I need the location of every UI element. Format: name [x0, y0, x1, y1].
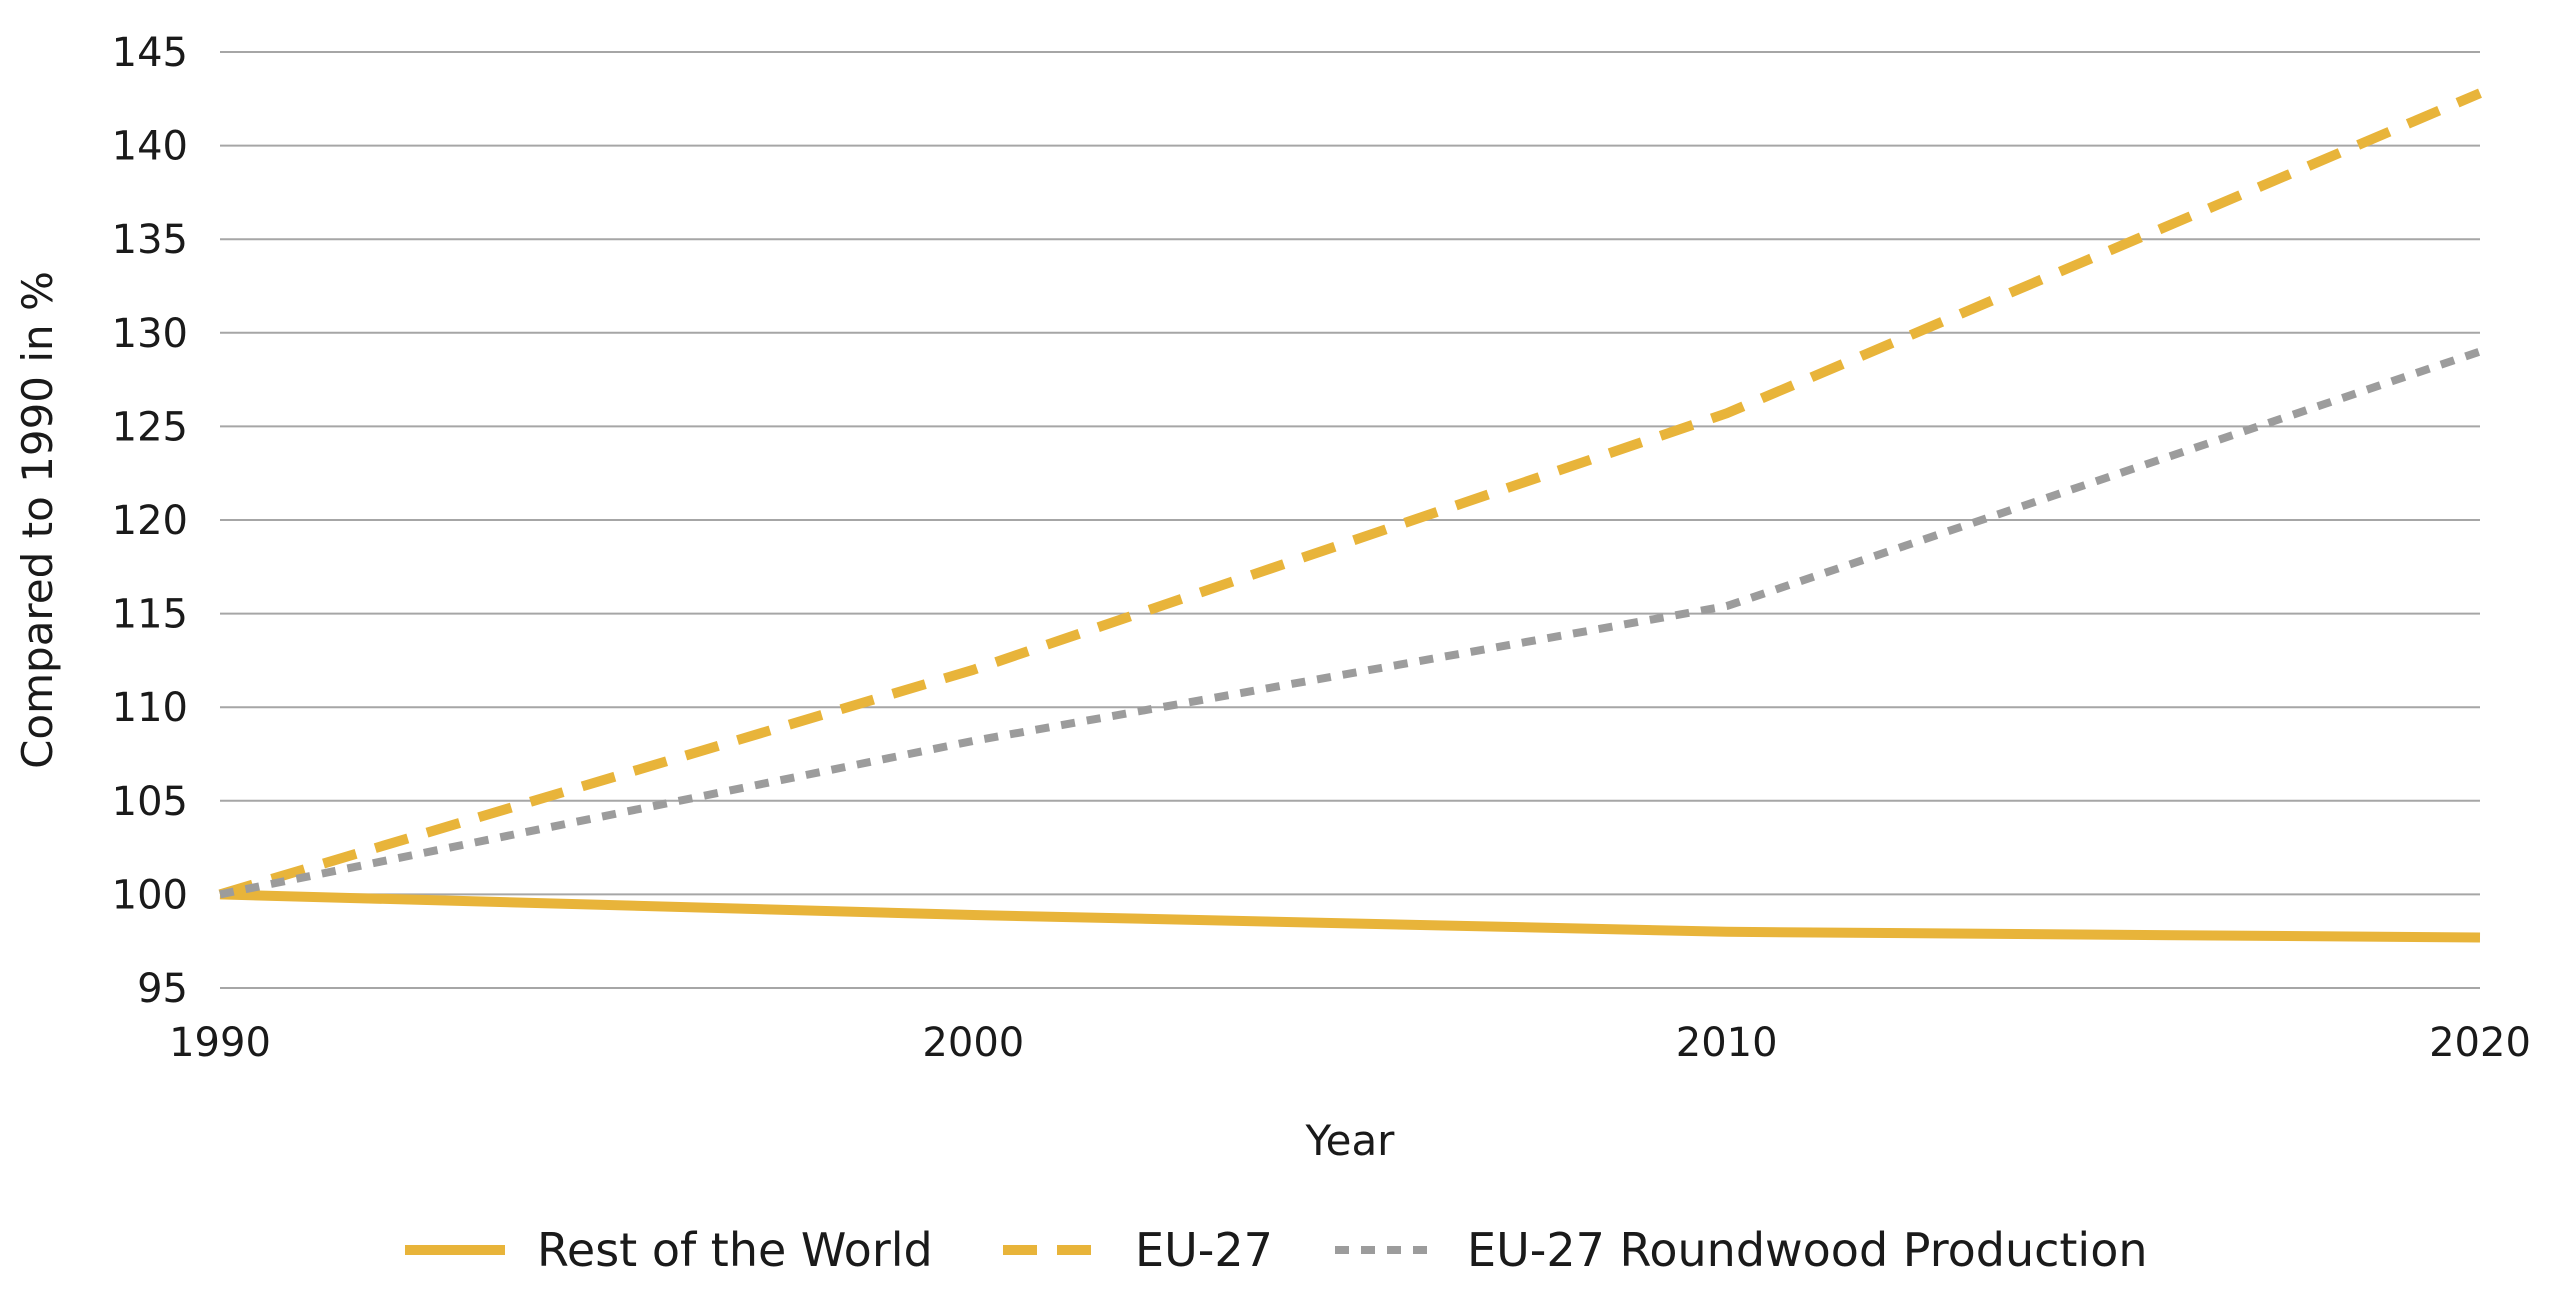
y-tick-label-110: 110: [112, 685, 188, 731]
series-line-rest-of-the-world: [219, 889, 2481, 943]
y-tick-label-120: 120: [112, 498, 188, 544]
y-tick-label-105: 105: [112, 779, 188, 825]
series-line-eu-27: [218, 88, 2482, 900]
grid-lines: [220, 51, 2480, 989]
series-line-eu-27-roundwood-production: [219, 347, 2482, 899]
y-tick-label-145: 145: [112, 30, 188, 76]
legend-label-rest-of-the-world: Rest of the World: [537, 1223, 933, 1277]
legend-label-eu-27: EU-27: [1135, 1223, 1273, 1277]
y-tick-label-95: 95: [137, 966, 188, 1012]
y-tick-label-125: 125: [112, 404, 188, 450]
legend-label-eu-27-roundwood-production: EU-27 Roundwood Production: [1467, 1223, 2148, 1277]
y-tick-label-140: 140: [112, 124, 188, 170]
y-tick-label-130: 130: [112, 311, 188, 357]
x-tick-label-2000: 2000: [922, 1020, 1024, 1066]
x-tick-label-2020: 2020: [2429, 1020, 2531, 1066]
x-tick-label-1990: 1990: [169, 1020, 271, 1066]
y-tick-label-115: 115: [112, 592, 188, 638]
x-axis-ticks: 1990 2000 2010 2020: [169, 1020, 2531, 1066]
y-tick-label-135: 135: [112, 217, 188, 263]
legend: Rest of the World EU-27 EU-27 Roundwood Pr…: [405, 1223, 2148, 1277]
x-tick-label-2010: 2010: [1676, 1020, 1778, 1066]
y-tick-label-100: 100: [112, 872, 188, 918]
series-lines: [218, 88, 2482, 943]
y-axis-title: Compared to 1990 in %: [13, 271, 62, 769]
y-axis-ticks: 95 100 105 110 115 120 125 130 135 140 145: [112, 30, 188, 1012]
x-axis-title: Year: [1305, 1116, 1396, 1165]
